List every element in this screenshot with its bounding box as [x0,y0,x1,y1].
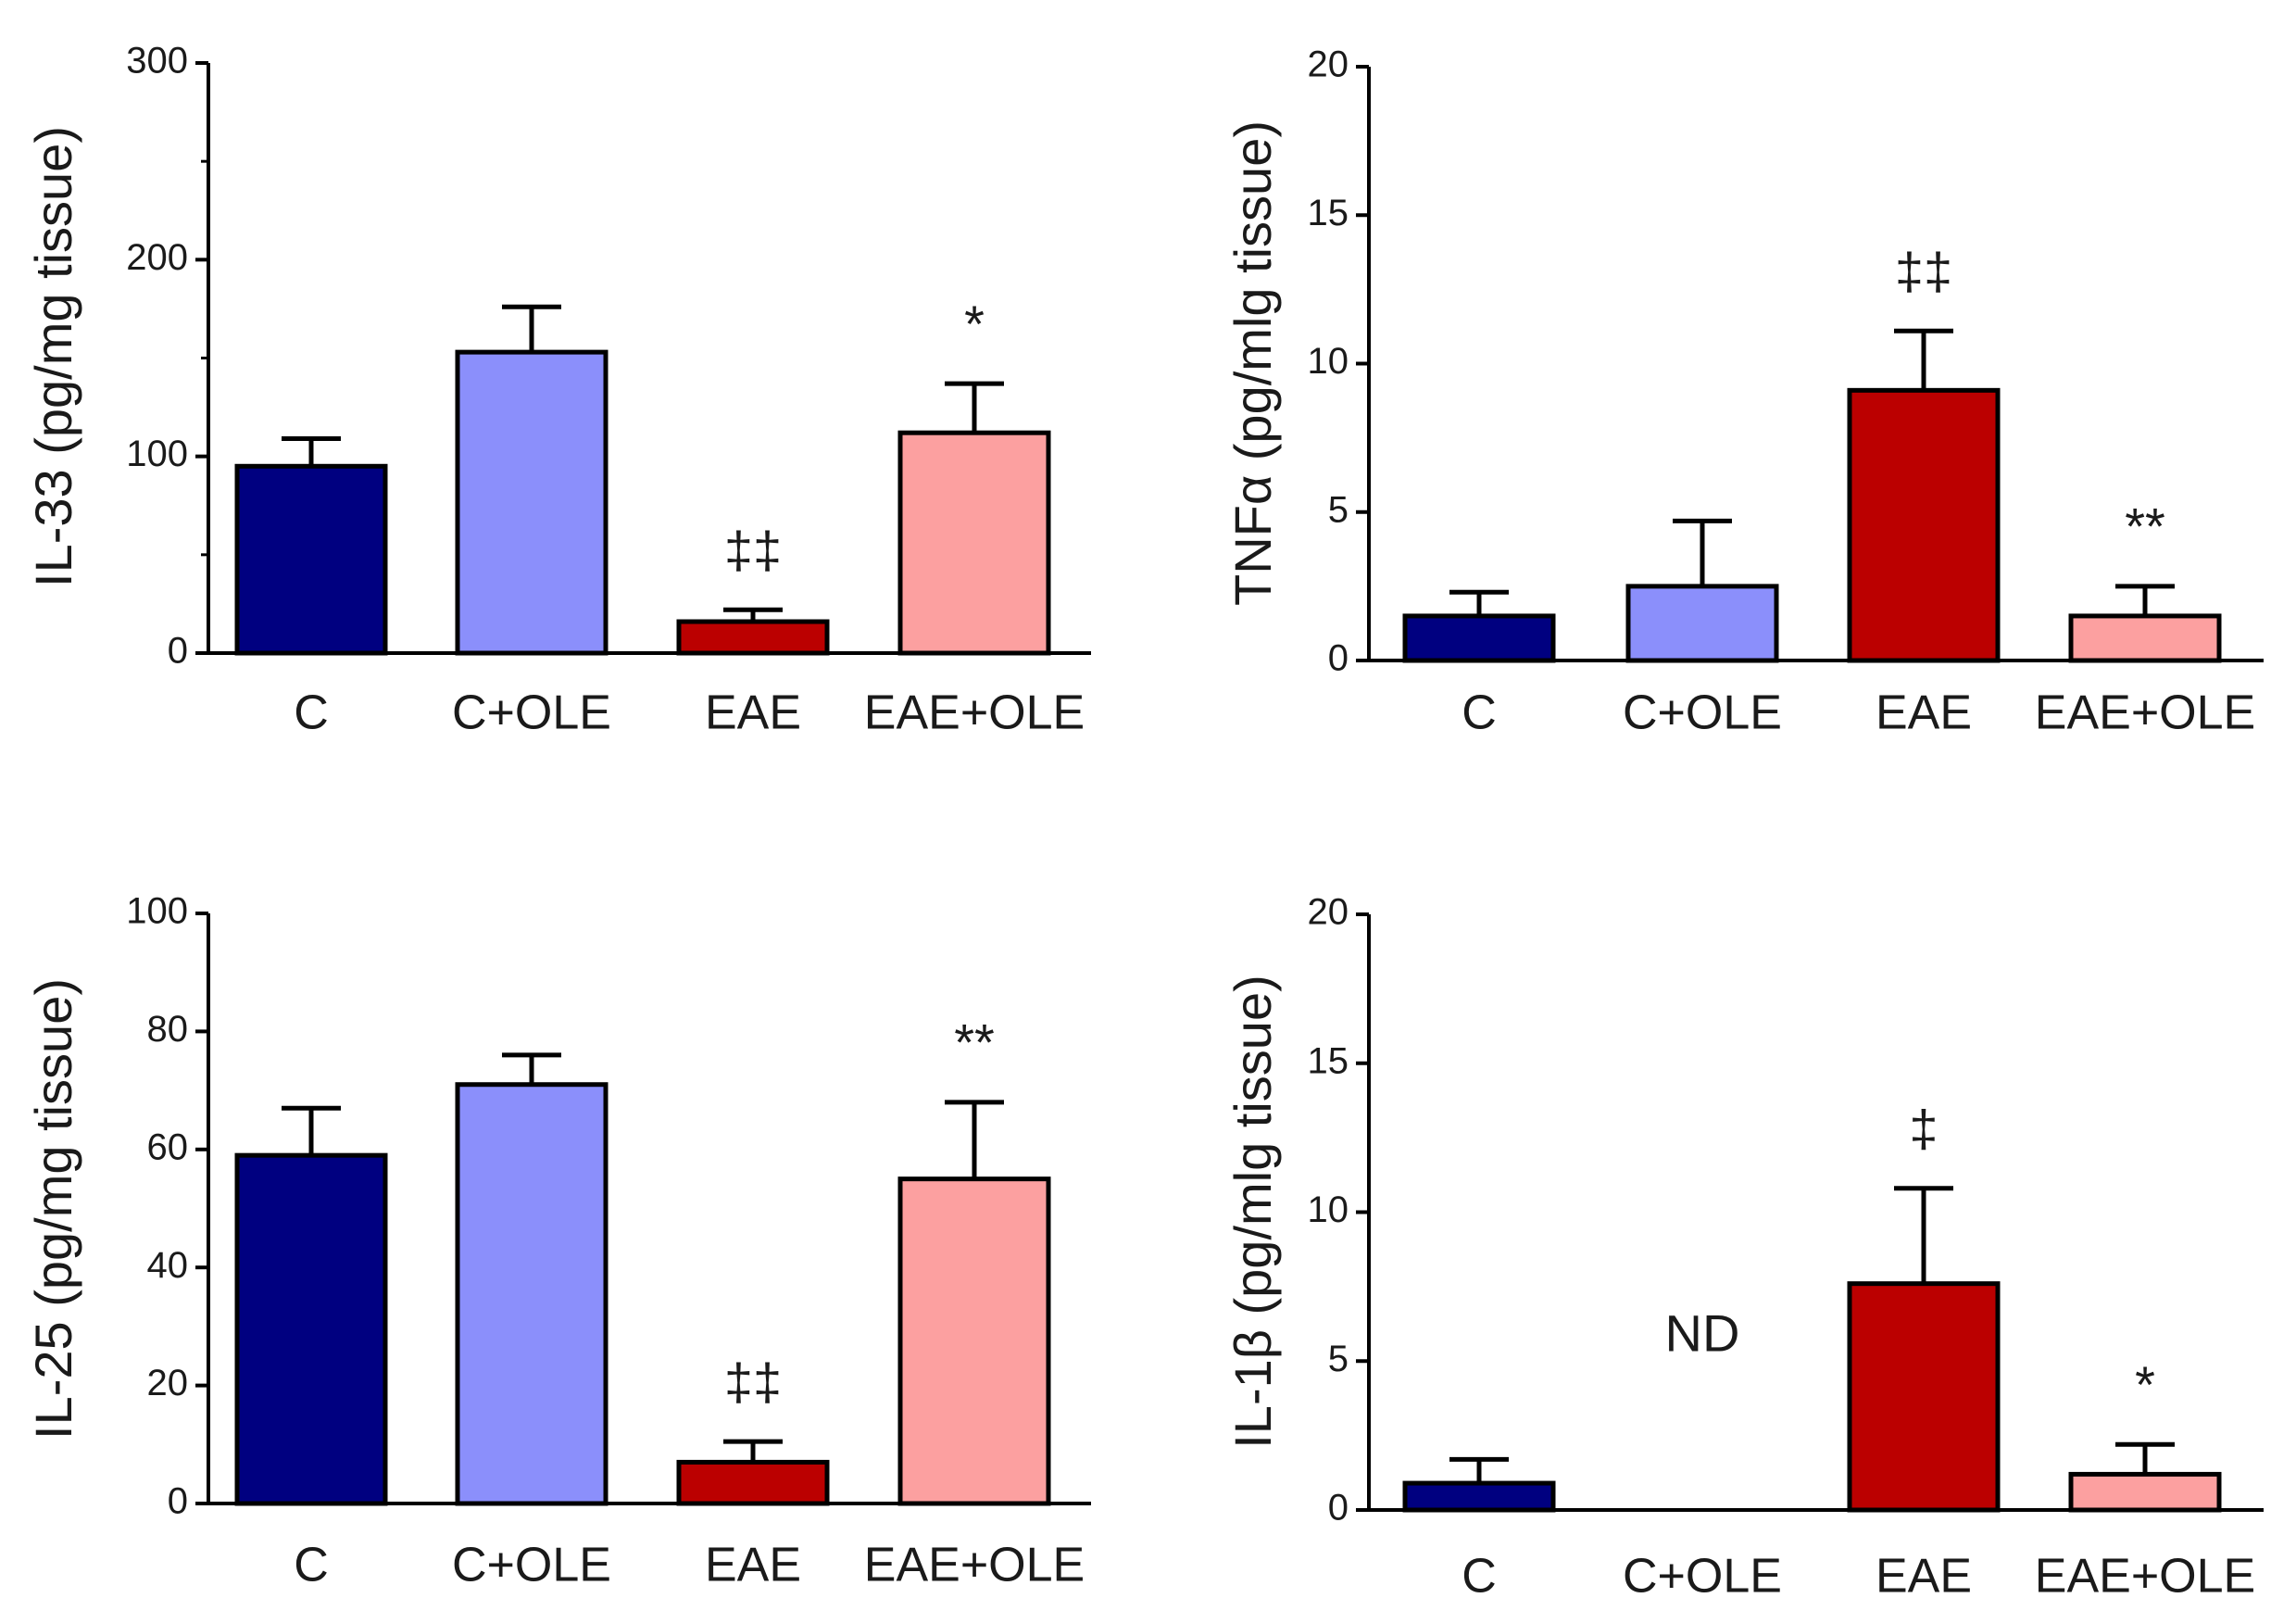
y-tick-label: 5 [1328,489,1349,530]
x-category-label: C [1462,686,1497,740]
y-tick-label: 200 [126,237,188,278]
y-tick-label: 80 [147,1009,189,1050]
y-axis-title: IL-25 (pg/mg tissue) [24,978,82,1440]
y-tick-label: 15 [1308,193,1349,233]
y-tick-label: 0 [168,631,188,672]
x-category-label: C+OLE [452,686,611,740]
y-tick-label: 15 [1308,1040,1349,1081]
y-axis-title: IL-33 (pg/mg tissue) [24,126,82,587]
y-tick-label: 100 [126,891,188,932]
y-tick-label: 0 [168,1481,188,1522]
bar-eae-plus-ole [897,430,1051,656]
bar-c [234,463,388,656]
y-axis-title: IL-1β (pg/mlg tissue) [1223,975,1282,1449]
y-tick-label: 0 [1328,1488,1349,1529]
bar-c-plus-ole [455,1082,609,1506]
y-tick-label: 10 [1308,1189,1349,1230]
significance-marker: * [2135,1355,2155,1414]
x-category-label: EAE [1876,1550,1972,1604]
significance-marker: ‡‡ [724,521,782,579]
x-category-label: EAE+OLE [2035,686,2255,740]
y-axis-title: TNFα (pg/mlg tissue) [1223,120,1282,606]
significance-marker: ‡‡ [724,1352,782,1411]
chart-panel-tnfa: 0 5 10 15 20 TNFα (pg/mlg tissue) C C+OLE EAE ‡‡ E… [1223,44,2264,740]
bar-eae-plus-ole [897,1176,1051,1506]
chart-panel-il25: 0 20 40 60 80 100 IL-25 (pg/mg tissue) C C+OLE EA… [24,891,1091,1592]
significance-marker: ** [2125,497,2165,556]
bar-c [234,1152,388,1506]
significance-marker: ‡ [1909,1100,1938,1158]
bar-eae [1847,1281,2001,1513]
bar-eae [676,619,830,656]
y-tick-label: 20 [147,1363,189,1403]
x-category-label: EAE [1876,686,1972,740]
y-tick-label: 5 [1328,1339,1349,1379]
significance-marker: ** [954,1013,995,1072]
x-category-label: C [294,1539,329,1592]
bar-c-plus-ole [455,349,609,656]
bar-eae-plus-ole [2068,613,2222,663]
bar-eae [1847,387,2001,663]
bar-c-plus-ole [1625,584,1779,663]
y-tick-label: 20 [1308,44,1349,85]
x-category-label: EAE [705,1539,801,1592]
y-tick-label: 60 [147,1126,189,1167]
significance-marker: ‡‡ [1895,242,1952,300]
bar-eae [676,1459,830,1506]
x-category-label: C+OLE [1623,1550,1782,1604]
bar-eae-plus-ole [2068,1471,2222,1513]
y-tick-label: 20 [1308,892,1349,933]
y-tick-label: 300 [126,41,188,82]
x-category-label: EAE+OLE [2035,1550,2255,1604]
bar-c [1402,613,1556,663]
x-category-label: C [294,686,329,740]
bar-c [1402,1480,1556,1513]
not-detected-label: ND [1665,1303,1740,1362]
y-tick-label: 40 [147,1245,189,1286]
y-tick-label: 100 [126,434,188,474]
x-category-label: C [1462,1550,1497,1604]
chart-panel-il33: 0 100 200 300 IL-33 (pg/mg tissue) C C+OLE EAE ‡… [24,41,1091,740]
x-category-label: C+OLE [452,1539,611,1592]
significance-marker: * [964,295,985,353]
y-tick-label: 0 [1328,638,1349,679]
x-category-label: EAE [705,686,801,740]
x-category-label: EAE+OLE [864,1539,1085,1592]
x-category-label: C+OLE [1623,686,1782,740]
y-tick-label: 10 [1308,341,1349,382]
x-category-label: EAE+OLE [864,686,1085,740]
chart-panel-il1b: 0 5 10 15 20 IL-1β (pg/mlg tissue) C C+OLE ND EAE… [1223,892,2264,1604]
